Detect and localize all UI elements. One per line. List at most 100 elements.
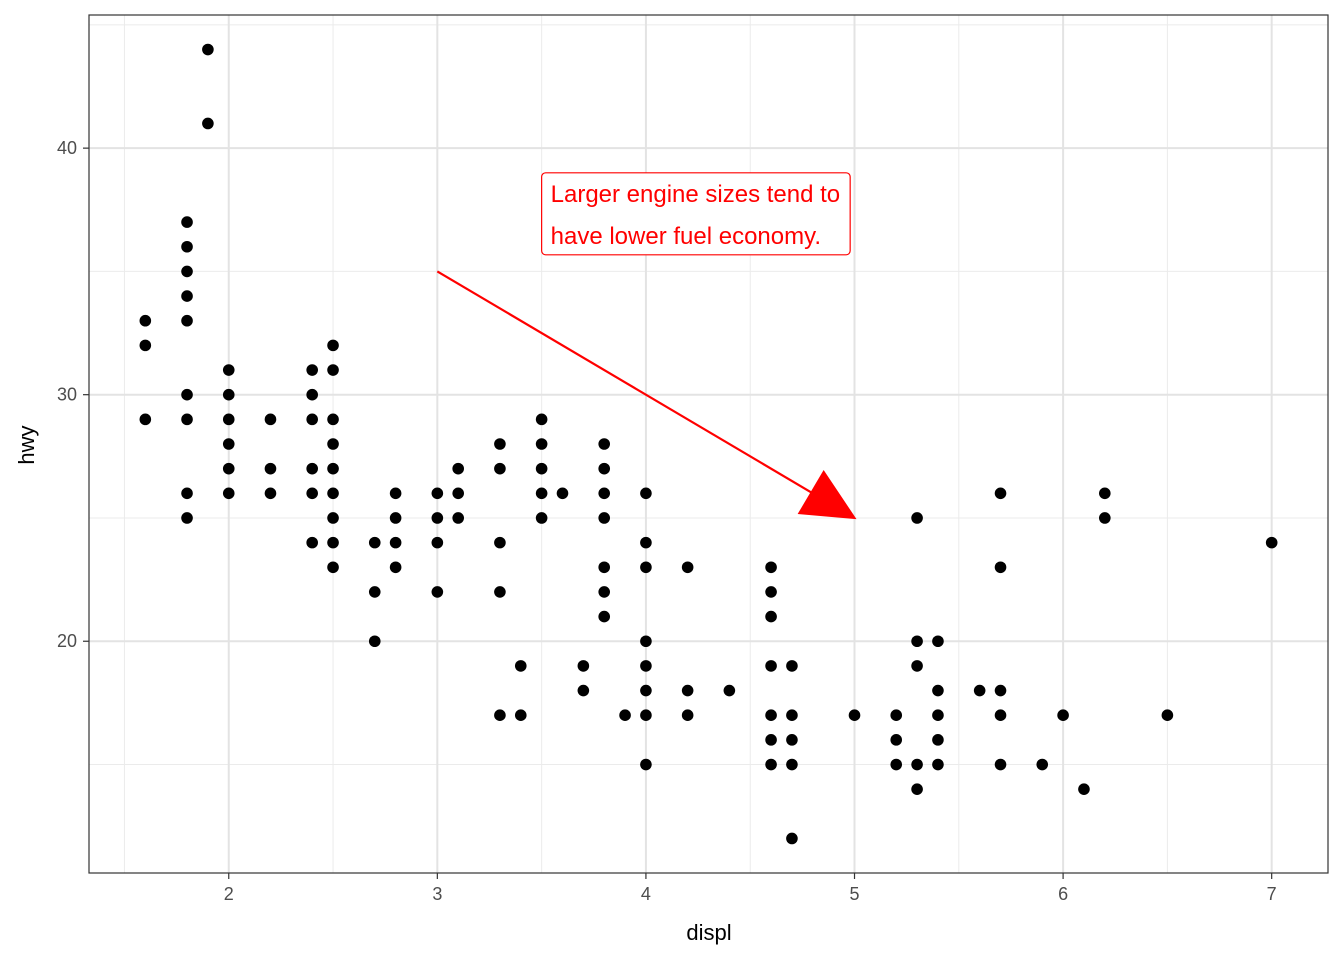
data-point (619, 709, 631, 722)
data-point (494, 709, 506, 722)
data-point (264, 487, 277, 500)
data-point (452, 487, 464, 500)
data-point (181, 240, 193, 253)
data-point (327, 339, 339, 352)
data-point (389, 487, 402, 500)
data-point (932, 709, 944, 722)
data-point (389, 536, 402, 549)
data-point (994, 709, 1007, 722)
data-point (994, 561, 1007, 574)
data-point (598, 561, 611, 574)
data-point (598, 462, 611, 475)
x-tick-label: 5 (850, 884, 860, 904)
minor-gridlines (89, 15, 1328, 873)
data-point (640, 635, 652, 648)
data-point (994, 487, 1007, 500)
data-point (222, 438, 235, 450)
data-point (452, 512, 464, 524)
data-point (932, 635, 944, 648)
data-point (1099, 487, 1111, 500)
data-point (723, 684, 736, 697)
data-point (494, 438, 506, 450)
data-point (765, 586, 777, 598)
data-point (327, 487, 339, 500)
data-point (765, 610, 777, 623)
data-point (598, 586, 611, 598)
panel-border (88, 14, 1329, 874)
data-point (1057, 709, 1069, 722)
x-tick-label: 4 (641, 884, 651, 904)
data-point (1161, 709, 1174, 722)
data-point (306, 388, 318, 401)
data-point (181, 314, 193, 327)
data-point (598, 512, 611, 524)
data-point (535, 512, 548, 524)
data-point (139, 413, 152, 426)
data-point (139, 339, 152, 352)
data-point (1265, 536, 1278, 549)
y-axis-title: hwy (14, 425, 39, 464)
data-point (327, 364, 339, 376)
data-point (181, 413, 193, 426)
data-point (890, 758, 903, 771)
data-point (535, 413, 548, 426)
data-point (786, 709, 798, 722)
data-point (994, 684, 1007, 697)
data-point (306, 413, 318, 426)
data-point (306, 487, 318, 500)
y-axis: 20 30 40 (57, 138, 89, 651)
data-point (973, 684, 986, 697)
data-point (598, 438, 611, 450)
data-point (681, 709, 694, 722)
data-point (911, 758, 923, 771)
data-point (911, 635, 923, 648)
data-point (431, 512, 444, 524)
data-point (431, 536, 444, 549)
data-point (577, 684, 590, 697)
data-point (222, 388, 235, 401)
data-point (535, 438, 548, 450)
data-point (598, 610, 611, 623)
data-point (452, 462, 464, 475)
annotation-line: Larger engine sizes tend to (551, 181, 841, 208)
y-tick-label: 20 (57, 631, 77, 651)
data-point (139, 314, 152, 327)
data-point (222, 487, 235, 500)
x-axis-title: displ (686, 920, 731, 945)
data-point (306, 462, 318, 475)
data-point (222, 364, 235, 376)
data-point (368, 635, 381, 648)
data-point (181, 512, 193, 524)
data-point (202, 117, 214, 130)
data-point (181, 487, 193, 500)
major-gridlines (89, 15, 1328, 873)
data-point (514, 660, 527, 672)
data-point (306, 364, 318, 376)
data-point (765, 660, 777, 672)
data-point (222, 462, 235, 475)
data-point (640, 660, 652, 672)
arrow-shaft (436, 270, 813, 494)
data-point (786, 660, 798, 672)
data-point (681, 684, 694, 697)
x-tick-label: 6 (1058, 884, 1068, 904)
data-point (327, 536, 339, 549)
data-point (786, 832, 798, 845)
data-point (640, 684, 652, 697)
data-points (139, 43, 1278, 845)
annotation-label: Larger engine sizes tend to have lower f… (541, 172, 851, 256)
data-point (932, 684, 944, 697)
data-point (327, 438, 339, 450)
data-point (494, 536, 506, 549)
data-point (640, 487, 652, 500)
data-point (848, 709, 861, 722)
data-point (264, 413, 277, 426)
data-point (1036, 758, 1049, 771)
data-point (514, 709, 527, 722)
data-point (368, 536, 381, 549)
data-point (535, 462, 548, 475)
data-point (765, 561, 777, 574)
data-point (306, 536, 318, 549)
